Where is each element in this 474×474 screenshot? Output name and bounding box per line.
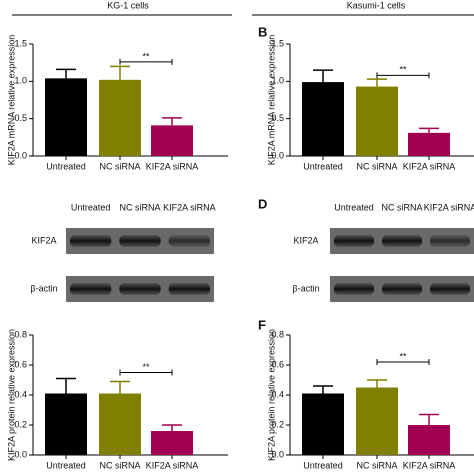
y-tick-label: 0.8 — [14, 329, 27, 339]
blot-band — [168, 235, 210, 247]
x-tick-label: KIF2A siRNA — [146, 161, 199, 171]
x-tick-label: NC siRNA — [356, 460, 397, 470]
blot-band — [430, 283, 470, 295]
significance-label: ** — [142, 51, 150, 61]
blot-band — [119, 235, 161, 247]
bar — [408, 132, 450, 156]
y-axis-label: KIF2A protein relative expression — [6, 329, 16, 461]
x-tick-label: Untreated — [46, 460, 86, 470]
bar — [151, 125, 193, 156]
header: Kasumi-1 cells — [347, 0, 406, 10]
blot-band — [334, 235, 374, 247]
bar — [45, 393, 87, 455]
lane-label: Untreated — [71, 202, 111, 212]
x-tick-label: NC siRNA — [99, 460, 140, 470]
y-axis-label: KIF2A protein relative expression — [266, 329, 276, 461]
bar — [99, 79, 141, 156]
y-tick-label: 1.0 — [14, 76, 27, 86]
y-tick-label: 0.5 — [271, 113, 284, 123]
lane-label: KIF2A siRNA — [424, 202, 474, 212]
x-tick-label: NC siRNA — [99, 161, 140, 171]
lane-label: KIF2A siRNA — [163, 202, 216, 212]
blot-band — [168, 283, 210, 295]
blot-band — [119, 283, 161, 295]
bar — [45, 78, 87, 156]
panel-label: F — [258, 317, 266, 332]
x-tick-label: NC siRNA — [356, 161, 397, 171]
x-tick-label: Untreated — [303, 161, 343, 171]
y-tick-label: 0.8 — [271, 329, 284, 339]
blot-band — [430, 235, 470, 247]
blot-band — [70, 283, 112, 295]
row-label: KIF2A — [31, 235, 56, 245]
y-axis-label: KIF2A mRNA relative expression — [6, 35, 16, 166]
y-tick-label: 0.4 — [14, 389, 27, 399]
bar — [408, 425, 450, 455]
y-tick-label: 0.5 — [14, 113, 27, 123]
lane-label: NC siRNA — [381, 202, 422, 212]
y-tick-label: 0.0 — [271, 150, 284, 160]
panel-label: D — [258, 196, 267, 211]
bar — [356, 86, 398, 156]
y-tick-label: 0.0 — [14, 449, 27, 459]
blot-band — [334, 283, 374, 295]
y-tick-label: 0.0 — [271, 449, 284, 459]
significance-label: ** — [399, 351, 407, 361]
bar — [356, 387, 398, 455]
bar — [302, 82, 344, 156]
bar — [151, 431, 193, 455]
x-tick-label: KIF2A siRNA — [403, 460, 456, 470]
y-axis-label: KIF2A mRNA relative expression — [266, 35, 276, 166]
y-tick-label: 0.6 — [271, 359, 284, 369]
y-tick-label: 1.0 — [271, 76, 284, 86]
significance-label: ** — [399, 65, 407, 75]
x-tick-label: Untreated — [46, 161, 86, 171]
x-tick-label: KIF2A siRNA — [146, 460, 199, 470]
blot-band — [70, 235, 112, 247]
x-tick-label: KIF2A siRNA — [403, 161, 456, 171]
row-label: β-actin — [30, 283, 57, 293]
significance-label: ** — [142, 362, 150, 372]
bar — [302, 393, 344, 455]
lane-label: Untreated — [334, 202, 374, 212]
bar — [99, 393, 141, 455]
header: KG-1 cells — [107, 0, 149, 10]
y-tick-label: 0.0 — [14, 150, 27, 160]
row-label: KIF2A — [293, 235, 318, 245]
y-tick-label: 0.4 — [271, 389, 284, 399]
row-label: β-actin — [292, 283, 319, 293]
y-tick-label: 0.2 — [271, 419, 284, 429]
y-tick-label: 0.2 — [14, 419, 27, 429]
x-tick-label: Untreated — [303, 460, 343, 470]
blot-band — [382, 235, 422, 247]
panel-label: B — [258, 24, 267, 39]
lane-label: NC siRNA — [119, 202, 160, 212]
y-tick-label: 0.6 — [14, 359, 27, 369]
y-tick-label: 1.5 — [14, 38, 27, 48]
y-tick-label: 1.5 — [271, 38, 284, 48]
blot-band — [382, 283, 422, 295]
